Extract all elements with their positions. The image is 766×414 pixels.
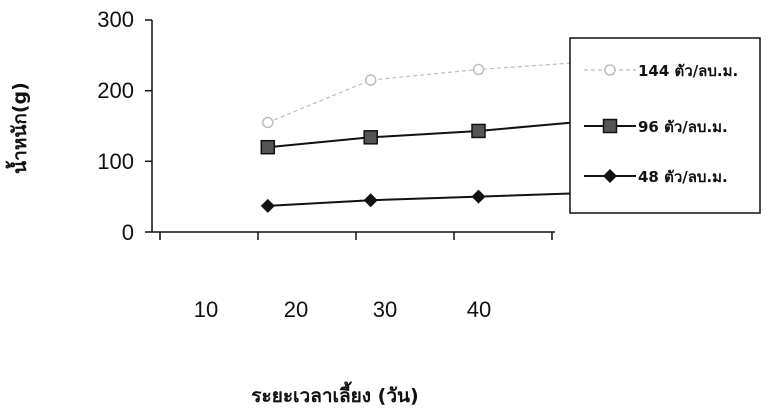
legend-marker xyxy=(604,64,616,76)
series-line xyxy=(267,192,582,207)
series-2 xyxy=(260,114,589,155)
y-tick-label: 300 xyxy=(97,7,134,32)
data-point xyxy=(471,189,486,204)
x-tick-label: 30 xyxy=(373,297,397,322)
legend-marker xyxy=(603,169,617,183)
series-line xyxy=(267,120,582,149)
legend-label: 96 ตัว/ลบ.ม. xyxy=(638,118,728,136)
legend: 144 ตัว/ลบ.ม. 96 ตัว/ลบ.ม. 48 ตัว/ลบ.ม. xyxy=(569,37,761,214)
legend-label: 144 ตัว/ลบ.ม. xyxy=(638,62,738,80)
data-point xyxy=(471,123,486,139)
y-tick-label: 200 xyxy=(97,78,134,103)
y-ticks: 300 200 100 0 xyxy=(97,7,152,245)
x-ticks: 10 20 30 40 xyxy=(159,232,553,322)
data-point xyxy=(260,198,275,213)
data-point xyxy=(262,116,274,129)
data-point xyxy=(364,74,377,86)
series-3 xyxy=(260,186,589,213)
y-tick-label: 0 xyxy=(122,220,134,245)
legend-box xyxy=(569,37,761,214)
y-axis-title: น้ำหนัก(g) xyxy=(5,82,31,174)
x-tick-label: 10 xyxy=(194,297,218,322)
series-layer xyxy=(260,56,589,213)
legend-label: 48 ตัว/ลบ.ม. xyxy=(638,168,728,186)
x-axis-title: ระยะเวลาเลี้ยง (วัน) xyxy=(251,381,418,407)
legend-marker xyxy=(602,118,618,134)
y-tick-label: 100 xyxy=(97,149,134,174)
series-1 xyxy=(262,56,588,129)
data-point xyxy=(472,63,485,76)
x-tick-label: 20 xyxy=(284,297,308,322)
data-point xyxy=(363,193,378,208)
legend-items xyxy=(584,64,636,183)
x-tick-label: 40 xyxy=(467,297,491,322)
data-point xyxy=(363,130,378,145)
series-line xyxy=(267,61,582,124)
data-point xyxy=(260,139,276,155)
